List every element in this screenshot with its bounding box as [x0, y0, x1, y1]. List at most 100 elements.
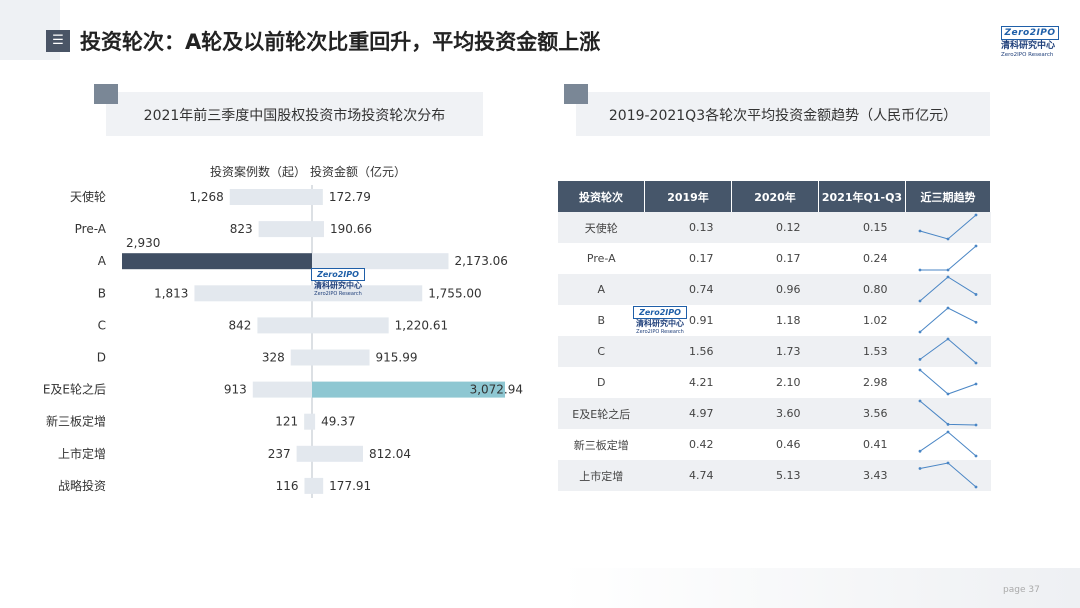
category-label: D — [97, 351, 106, 365]
round-name: E及E轮之后 — [558, 398, 645, 429]
table-row: B 0.91 1.18 1.02 — [558, 305, 991, 336]
trend-sparkline — [918, 275, 977, 303]
amount-label: 1,755.00 — [428, 286, 481, 300]
sparkline-point — [946, 237, 949, 241]
brand-logo: Zero2IPO 清科研究中心 Zero2IPO Research — [1001, 26, 1059, 62]
column-header: 投资轮次 — [558, 181, 645, 212]
right-panel-title: 2019-2021Q3各轮次平均投资金额趋势（人民币亿元） — [608, 108, 958, 124]
sparkline-point — [918, 330, 921, 334]
watermark-logo: Zero2IPO 清科研究中心 Zero2IPO Research — [310, 268, 366, 297]
column-header: 近三期趋势 — [905, 181, 991, 212]
round-name: 新三板定增 — [558, 429, 645, 460]
table-row: 上市定增 4.74 5.13 3.43 — [558, 460, 991, 491]
watermark-cn: 清科研究中心 — [636, 319, 684, 328]
trend-sparkline — [918, 213, 977, 241]
amount-bar — [312, 477, 324, 494]
column-header: 2020年 — [731, 181, 819, 212]
case-count-label: 913 — [224, 383, 247, 397]
footer-decoration — [560, 568, 1080, 608]
amount-bar — [312, 445, 364, 462]
avg-amount-cell: 0.42 — [644, 429, 732, 460]
case-count-bar — [194, 285, 312, 302]
watermark-logo: Zero2IPO 清科研究中心 Zero2IPO Research — [632, 306, 688, 335]
case-count-label: 328 — [262, 351, 285, 365]
sparkline-path — [919, 338, 976, 364]
table-row: A 0.74 0.96 0.80 — [558, 274, 991, 305]
sparkline-point — [918, 399, 921, 403]
avg-investment-table: 投资轮次 2019年 2020年 2021年Q1-Q3 近三期趋势 天使轮 0.13 0.1… — [558, 181, 991, 491]
amount-label: 812.04 — [369, 447, 411, 461]
category-label: A — [98, 254, 107, 268]
menu-icon: ☰ — [46, 30, 70, 52]
sparkline-point — [974, 382, 977, 386]
avg-amount-cell: 4.74 — [644, 460, 732, 491]
amount-bar — [312, 221, 324, 238]
category-label: Pre-A — [75, 222, 107, 236]
watermark-wordmark: Zero2IPO — [633, 306, 687, 319]
amount-label: 49.37 — [321, 415, 355, 429]
column-header: 2021年Q1-Q3 — [818, 181, 906, 212]
trend-cell — [905, 305, 991, 336]
table-row: 新三板定增 0.42 0.46 0.41 — [558, 429, 991, 460]
amount-label: 190.66 — [330, 222, 372, 236]
avg-amount-cell: 0.17 — [731, 243, 819, 274]
case-count-bar — [304, 413, 312, 430]
case-count-bar — [229, 189, 312, 205]
left-panel-title: 2021年前三季度中国股权投资市场投资轮次分布 — [143, 108, 446, 124]
trend-cell — [905, 398, 991, 429]
case-count-label: 237 — [268, 447, 291, 461]
trend-cell — [905, 429, 991, 460]
trend-sparkline — [918, 306, 977, 334]
category-label: C — [98, 318, 106, 332]
category-label: 上市定增 — [58, 446, 106, 461]
sparkline-point — [918, 358, 921, 361]
sparkline-path — [919, 276, 976, 302]
sparkline-point — [974, 423, 977, 427]
sparkline-point — [946, 306, 949, 310]
round-name: 天使轮 — [558, 212, 645, 243]
category-label: B — [98, 286, 106, 300]
avg-amount-cell: 0.91 — [644, 305, 732, 336]
case-count-label: 2,930 — [126, 236, 160, 250]
page-number: page 37 — [1003, 585, 1040, 595]
sparkline-point — [946, 337, 949, 341]
trend-cell — [905, 336, 991, 367]
case-count-bar — [258, 221, 312, 238]
watermark-cn: 清科研究中心 — [314, 281, 362, 290]
logo-wordmark: Zero2IPO — [1001, 26, 1059, 40]
amount-bar — [312, 253, 449, 270]
amount-bar — [312, 189, 323, 205]
logo-en: Zero2IPO Research — [1001, 52, 1054, 58]
avg-amount-cell: 0.96 — [731, 274, 819, 305]
avg-amount-cell: 0.13 — [644, 212, 732, 243]
case-count-label: 1,813 — [154, 286, 188, 300]
amount-label: 3,072.94 — [470, 383, 523, 397]
avg-amount-cell: 3.43 — [818, 460, 906, 491]
round-name: A — [558, 274, 645, 305]
round-distribution-chart: 投资案例数（起） 投资金额（亿元） 天使轮 1,268 172.79 Pre-A 823… — [0, 150, 540, 510]
sparkline-point — [946, 430, 949, 434]
sparkline-point — [974, 485, 977, 489]
butterfly-bar-chart: 投资案例数（起） 投资金额（亿元） 天使轮 1,268 172.79 Pre-A 823… — [43, 164, 523, 498]
sparkline-point — [974, 244, 977, 248]
sparkline-point — [918, 368, 921, 372]
case-count-bar — [252, 381, 312, 398]
round-name: 上市定增 — [558, 460, 645, 491]
avg-amount-cell: 1.56 — [644, 336, 732, 367]
table-row: D 4.21 2.10 2.98 — [558, 367, 991, 398]
category-label: 战略投资 — [58, 478, 106, 493]
amount-label: 172.79 — [329, 190, 371, 204]
avg-amount-cell: 4.97 — [644, 398, 732, 429]
sparkline-point — [918, 449, 921, 453]
avg-amount-cell: 2.10 — [731, 367, 819, 398]
sparkline-point — [974, 293, 977, 296]
avg-amount-cell: 0.74 — [644, 274, 732, 305]
left-series-header: 投资案例数（起） — [210, 164, 306, 179]
sparkline-point — [918, 299, 921, 303]
right-panel-header: 2019-2021Q3各轮次平均投资金额趋势（人民币亿元） — [564, 84, 990, 136]
page-title: 投资轮次：A轮及以前轮次比重回升，平均投资金额上涨 — [80, 30, 601, 54]
amount-bar — [312, 317, 389, 334]
avg-amount-cell: 1.53 — [818, 336, 906, 367]
sparkline-point — [974, 361, 977, 365]
sparkline-point — [918, 268, 921, 272]
